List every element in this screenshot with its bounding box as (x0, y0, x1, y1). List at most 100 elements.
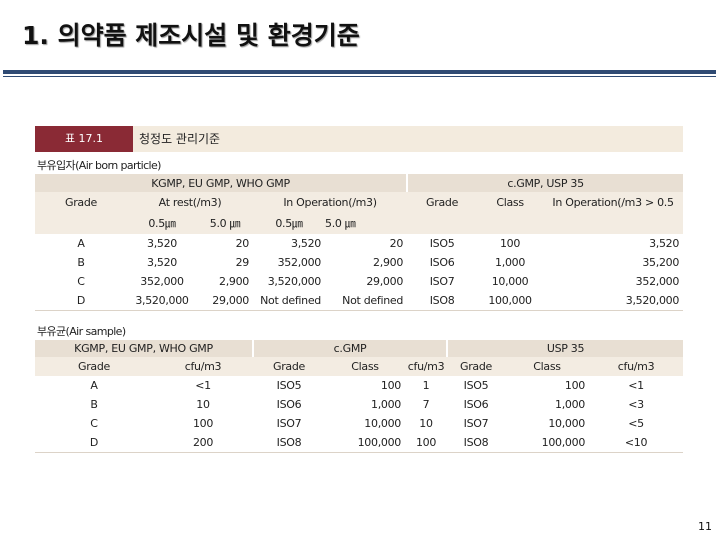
cell-value: 352,000 (277, 256, 322, 269)
cell-value: 3,520,000 (267, 275, 322, 288)
col-header-grade-iso: Grade (407, 192, 478, 212)
cell-grade: C (77, 275, 85, 288)
cell-value: 10 (196, 398, 210, 411)
cell-value: 3,520 (147, 237, 177, 250)
cell-value: ISO7 (429, 275, 455, 288)
cell-value: ISO6 (276, 398, 302, 411)
col-header-grade: Grade (35, 192, 127, 212)
cell-value: 3,520 (291, 237, 321, 250)
group-header-cgmp: c.GMP (251, 340, 448, 357)
cell-value: 10,000 (491, 275, 529, 288)
size-header: 5.0 ㎛ (197, 212, 253, 234)
cell-value: <3 (628, 398, 644, 411)
cell-value: 2,900 (219, 275, 249, 288)
cell-grade: D (35, 291, 127, 311)
table-row: D 200 ISO8 100,000 100 ISO8 100,000 <10 (35, 433, 684, 453)
cell-value: ISO6 (463, 398, 489, 411)
cell-value: 100 (405, 433, 448, 453)
page-title: 1. 의약품 제조시설 및 환경기준 (22, 21, 360, 50)
cell-value: 1 (422, 379, 430, 392)
cell-value: 10 (419, 417, 433, 430)
table-row: A <1 ISO5 100 1 ISO5 100 <1 (35, 376, 683, 395)
cell-value: ISO8 (447, 433, 506, 453)
cell-value: ISO7 (276, 417, 302, 430)
cell-grade: B (77, 256, 85, 269)
cell-value: 100,000 (325, 433, 405, 453)
section-title-particle: 부유입자(Air born particle) (37, 159, 161, 172)
cell-value: 1,000 (495, 256, 526, 269)
cell-value: ISO5 (463, 379, 489, 392)
group-header-cgmp: c.GMP, USP 35 (406, 174, 684, 192)
cell-value: ISO7 (463, 417, 489, 430)
title-rule-thin (3, 76, 716, 77)
cell-value: 100,000 (505, 433, 590, 453)
cell-value: 20 (389, 237, 404, 250)
table-row: C 352,000 2,900 3,520,000 29,000 ISO7 10… (35, 272, 683, 291)
cell-value: 100 (499, 237, 521, 250)
cell-value: ISO8 (407, 291, 478, 311)
cell-value: ISO5 (276, 379, 302, 392)
cell-value: 200 (153, 433, 253, 453)
cell-value: <10 (589, 433, 684, 453)
cell-grade: A (77, 237, 85, 250)
cell-value: Not defined (325, 291, 408, 311)
group-header-kgmp: KGMP, EU GMP, WHO GMP (35, 174, 408, 192)
group-header-usp: USP 35 (446, 340, 684, 357)
cell-value: ISO5 (429, 237, 455, 250)
size-header: 0.5㎛ (253, 212, 325, 234)
col-header-class-usp: Class (505, 357, 590, 376)
cell-grade: A (90, 379, 98, 392)
cell-value: 35,200 (642, 256, 680, 269)
group-header-kgmp: KGMP, EU GMP, WHO GMP (35, 340, 253, 357)
table-caption: 청정도 관리기준 (133, 126, 683, 152)
cell-value: 352,000 (635, 275, 680, 288)
page-number: 11 (698, 520, 712, 533)
cell-value: 7 (422, 398, 430, 411)
cell-value: 352,000 (140, 275, 184, 288)
table-row: C 100 ISO7 10,000 10 ISO7 10,000 <5 (35, 414, 683, 433)
col-header-cfu: cfu/m3 (153, 357, 253, 376)
col-header-class: Class (477, 192, 544, 212)
cell-value: 10,000 (364, 417, 401, 430)
col-header-at-rest: At rest(/m3) (127, 192, 253, 212)
cell-value: 2,900 (373, 256, 404, 269)
table-row: B 3,520 29 352,000 2,900 ISO6 1,000 35,2… (35, 253, 683, 272)
cell-value: 29,000 (197, 291, 253, 311)
cell-grade: C (90, 417, 98, 430)
cell-value: 10,000 (548, 417, 586, 430)
col-header-cfu: cfu/m3 (405, 357, 448, 376)
cell-value: 29,000 (366, 275, 404, 288)
cell-value: 3,520,000 (127, 291, 197, 311)
cell-value: <1 (195, 379, 211, 392)
cell-value: ISO6 (429, 256, 455, 269)
cell-grade: B (90, 398, 98, 411)
cell-value: Not defined (253, 291, 325, 311)
size-header: 5.0 ㎛ (325, 212, 408, 234)
col-header-in-op-05: In Operation(/m3 > 0.5 (543, 192, 684, 212)
cell-value: 3,520,000 (543, 291, 684, 311)
cell-value: 100 (564, 379, 586, 392)
title-rule (3, 70, 716, 74)
col-header-in-operation: In Operation(/m3) (253, 192, 408, 212)
cell-value: 3,520 (649, 237, 680, 250)
col-header-grade-iso: Grade (253, 357, 325, 376)
table-row: A 3,520 20 3,520 20 ISO5 100 3,520 (35, 234, 683, 253)
cell-grade: D (35, 433, 153, 453)
air-sample-table: KGMP, EU GMP, WHO GMP c.GMP USP 35 Grade… (35, 340, 684, 453)
particle-table: KGMP, EU GMP, WHO GMP c.GMP, USP 35 Grad… (35, 174, 684, 311)
col-header-grade-usp: Grade (447, 357, 506, 376)
col-header-class: Class (325, 357, 405, 376)
table-row: B 10 ISO6 1,000 7 ISO6 1,000 <3 (35, 395, 683, 414)
cell-value: 20 (235, 237, 250, 250)
size-header: 0.5㎛ (127, 212, 197, 234)
col-header-cfu-usp: cfu/m3 (589, 357, 684, 376)
cell-value: 100,000 (477, 291, 544, 311)
cell-value: 1,000 (371, 398, 401, 411)
cell-value: 100 (192, 417, 214, 430)
cell-value: <1 (628, 379, 644, 392)
cell-value: 1,000 (555, 398, 586, 411)
cell-value: 29 (235, 256, 250, 269)
table-label: 표 17.1 (35, 126, 133, 152)
cell-value: 3,520 (147, 256, 177, 269)
col-header-grade: Grade (35, 357, 153, 376)
